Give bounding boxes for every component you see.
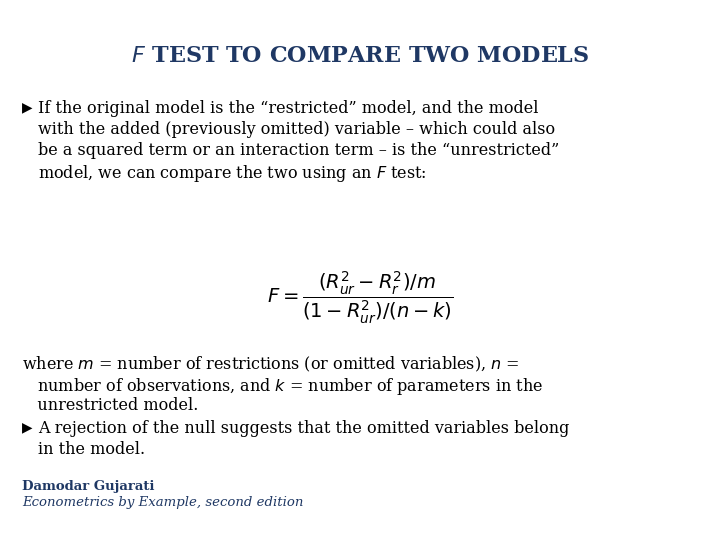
Text: with the added (previously omitted) variable – which could also: with the added (previously omitted) vari… [38,121,555,138]
Text: $\mathit{F}$ TEST TO COMPARE TWO MODELS: $\mathit{F}$ TEST TO COMPARE TWO MODELS [131,45,589,67]
Text: Econometrics by Example, second edition: Econometrics by Example, second edition [22,496,303,509]
Text: in the model.: in the model. [38,441,145,458]
Text: be a squared term or an interaction term – is the “unrestricted”: be a squared term or an interaction term… [38,142,559,159]
Text: Damodar Gujarati: Damodar Gujarati [22,480,155,493]
Text: ▶: ▶ [22,100,32,114]
Text: where $\mathit{m}$ = number of restrictions (or omitted variables), $\mathit{n}$: where $\mathit{m}$ = number of restricti… [22,355,519,374]
Text: unrestricted model.: unrestricted model. [22,397,199,414]
Text: A rejection of the null suggests that the omitted variables belong: A rejection of the null suggests that th… [38,420,570,437]
Text: model, we can compare the two using an $\mathit{F}$ test:: model, we can compare the two using an $… [38,163,427,184]
Text: $F = \dfrac{(R_{ur}^{2} - R_{r}^{2})/m}{(1-R_{ur}^{2})/(n-k)}$: $F = \dfrac{(R_{ur}^{2} - R_{r}^{2})/m}{… [267,270,453,327]
Text: If the original model is the “restricted” model, and the model: If the original model is the “restricted… [38,100,539,117]
Text: number of observations, and $\mathit{k}$ = number of parameters in the: number of observations, and $\mathit{k}$… [22,376,543,397]
Text: ▶: ▶ [22,420,32,434]
